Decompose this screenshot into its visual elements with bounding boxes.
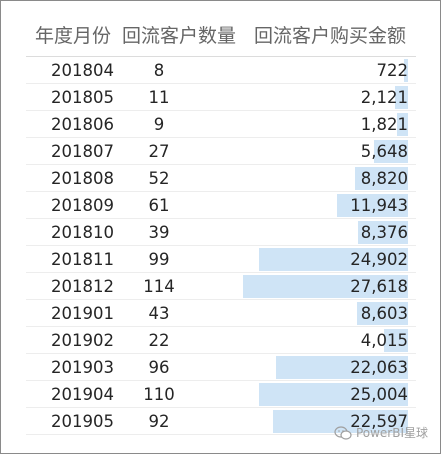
data-bar	[395, 86, 408, 109]
cell-amount: 11,943	[350, 196, 408, 215]
cell-month: 201811	[51, 250, 114, 269]
cell-count: 22	[148, 331, 170, 350]
data-bar	[355, 167, 408, 190]
cell-count: 27	[148, 142, 170, 161]
cell-amount: 22,063	[350, 358, 408, 377]
data-bar	[276, 356, 408, 379]
data-bar	[384, 329, 408, 352]
cell-month: 201805	[51, 88, 114, 107]
cell-amount: 8,603	[360, 304, 408, 323]
table-row[interactable]: 201903 96 22,063	[26, 354, 416, 381]
data-table: 年度月份 回流客户数量 回流客户购买金额 201804 8 722 201805 11 2…	[26, 11, 416, 435]
table-row[interactable]: 201904 110 25,004	[26, 381, 416, 408]
cell-month: 201902	[51, 331, 114, 350]
cell-amount: 8,376	[360, 223, 408, 242]
table-row[interactable]: 201805 11 2,121	[26, 84, 416, 111]
watermark-text: PowerBI星球	[355, 426, 428, 440]
data-bar	[357, 302, 408, 325]
cell-count: 39	[148, 223, 170, 242]
cell-count: 9	[153, 115, 165, 134]
table-row[interactable]: 201901 43 8,603	[26, 300, 416, 327]
cell-amount: 1,821	[360, 115, 408, 134]
cell-count: 110	[143, 385, 175, 404]
data-bar	[259, 383, 408, 406]
table-header: 年度月份 回流客户数量 回流客户购买金额	[26, 11, 416, 57]
cell-amount: 5,648	[360, 142, 408, 161]
cell-count: 114	[143, 277, 175, 296]
cell-amount: 4,015	[360, 331, 408, 350]
table-row[interactable]: 201804 8 722	[26, 57, 416, 84]
wechat-icon	[334, 425, 352, 440]
cell-count: 99	[148, 250, 170, 269]
cell-month: 201804	[51, 61, 114, 80]
cell-month: 201905	[51, 412, 114, 431]
cell-amount: 25,004	[350, 385, 408, 404]
cell-count: 61	[148, 196, 170, 215]
cell-month: 201806	[51, 115, 114, 134]
table-body: 201804 8 722 201805 11 2,121 201806 9 1,821 20180…	[26, 57, 416, 435]
cell-month: 201808	[51, 169, 114, 188]
cell-month: 201812	[51, 277, 114, 296]
cell-month: 201904	[51, 385, 114, 404]
cell-amount: 22,597	[350, 412, 408, 431]
data-bar	[273, 410, 408, 433]
cell-month: 201901	[51, 304, 114, 323]
cell-count: 52	[148, 169, 170, 188]
cell-count: 11	[148, 88, 170, 107]
cell-month: 201903	[51, 358, 114, 377]
header-count[interactable]: 回流客户数量	[122, 25, 237, 47]
cell-month: 201807	[51, 142, 114, 161]
cell-amount: 722	[376, 61, 409, 80]
cell-month: 201809	[51, 196, 114, 215]
cell-count: 96	[148, 358, 170, 377]
table-row[interactable]: 201811 99 24,902	[26, 246, 416, 273]
cell-month: 201810	[51, 223, 114, 242]
data-bar	[404, 59, 408, 82]
table-row[interactable]: 201808 52 8,820	[26, 165, 416, 192]
table-row[interactable]: 201810 39 8,376	[26, 219, 416, 246]
table-row[interactable]: 201902 22 4,015	[26, 327, 416, 354]
cell-count: 92	[148, 412, 170, 431]
watermark: PowerBI星球	[334, 424, 428, 441]
data-bar	[374, 140, 408, 163]
cell-amount: 27,618	[350, 277, 408, 296]
header-amount[interactable]: 回流客户购买金额	[253, 25, 406, 47]
table-row[interactable]: 201809 61 11,943	[26, 192, 416, 219]
table-row[interactable]: 201905 92 22,597	[26, 408, 416, 435]
data-bar	[358, 221, 408, 244]
cell-count: 8	[153, 61, 165, 80]
data-bar	[337, 194, 408, 217]
cell-count: 43	[148, 304, 170, 323]
table-row[interactable]: 201812 114 27,618	[26, 273, 416, 300]
table-row[interactable]: 201806 9 1,821	[26, 111, 416, 138]
data-bar	[243, 275, 408, 298]
header-month[interactable]: 年度月份	[35, 25, 112, 47]
cell-amount: 2,121	[360, 88, 408, 107]
data-bar	[259, 248, 408, 271]
cell-amount: 8,820	[360, 169, 408, 188]
cell-amount: 24,902	[350, 250, 408, 269]
data-bar	[397, 113, 408, 136]
table-row[interactable]: 201807 27 5,648	[26, 138, 416, 165]
